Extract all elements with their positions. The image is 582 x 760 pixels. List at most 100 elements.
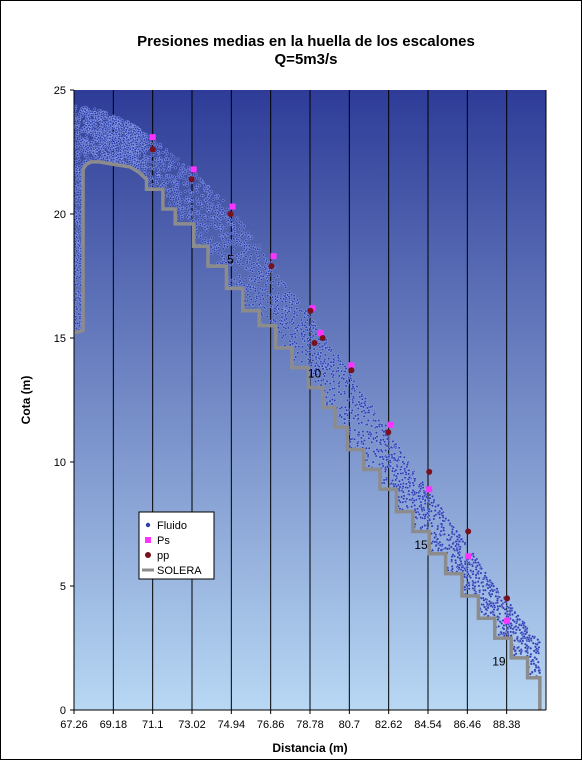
fluido-point	[165, 180, 169, 184]
fluido-point	[306, 343, 310, 347]
fluido-point	[225, 245, 229, 249]
fluido-point	[132, 129, 136, 132]
fluido-point	[215, 206, 219, 210]
fluido-point	[502, 631, 506, 635]
fluido-point	[519, 637, 523, 641]
fluido-point	[231, 227, 235, 231]
fluido-point	[83, 108, 87, 112]
fluido-point	[95, 128, 99, 132]
fluido-point	[403, 467, 407, 471]
fluido-point	[127, 131, 131, 135]
fluido-point	[155, 172, 159, 176]
fluido-point	[264, 261, 267, 265]
fluido-point	[372, 419, 376, 422]
fluido-point	[186, 169, 190, 172]
fluido-point	[152, 142, 156, 146]
fluido-point	[220, 261, 224, 265]
fluido-point	[397, 446, 401, 450]
fluido-point	[211, 198, 215, 201]
fluido-point	[449, 545, 453, 549]
fluido-point	[314, 355, 318, 359]
fluido-point	[124, 128, 128, 132]
fluido-point	[198, 235, 202, 239]
fluido-point	[463, 585, 467, 589]
fluido-point	[437, 546, 441, 550]
fluido-point	[412, 499, 416, 502]
fluido-point	[411, 501, 415, 504]
fluido-point	[206, 215, 210, 219]
fluido-point	[255, 295, 259, 298]
fluido-point	[505, 605, 509, 609]
fluido-point	[132, 143, 135, 147]
fluido-point	[146, 164, 150, 168]
fluido-point	[190, 173, 194, 177]
fluido-point	[427, 507, 431, 511]
fluido-point	[353, 389, 357, 393]
fluido-point	[284, 309, 287, 313]
fluido-point	[235, 217, 238, 221]
fluido-point	[430, 524, 434, 528]
fluido-point	[257, 264, 261, 268]
fluido-point	[209, 252, 213, 256]
fluido-point	[342, 373, 346, 377]
fluido-point	[357, 400, 361, 404]
fluido-point	[419, 500, 423, 504]
fluido-point	[261, 253, 265, 257]
fluido-point	[394, 478, 398, 482]
ps-point	[387, 421, 394, 428]
fluido-point	[401, 460, 405, 464]
fluido-point	[199, 218, 203, 222]
fluido-point	[137, 128, 141, 132]
fluido-point	[239, 221, 243, 225]
fluido-point	[345, 379, 349, 383]
legend-fluido-marker	[145, 522, 151, 528]
fluido-point	[104, 131, 108, 135]
fluido-point	[76, 174, 79, 178]
fluido-point	[98, 139, 102, 143]
fluido-point	[306, 318, 309, 322]
fluido-point	[144, 149, 148, 153]
fluido-point	[158, 177, 161, 181]
fluido-point	[433, 531, 436, 535]
fluido-point	[277, 326, 280, 330]
fluido-point	[366, 419, 370, 422]
fluido-point	[361, 430, 365, 433]
fluido-point	[440, 522, 444, 526]
legend-ps-label: Ps	[157, 535, 170, 547]
fluido-point	[318, 357, 322, 360]
fluido-point	[261, 274, 265, 278]
fluido-point	[432, 517, 436, 521]
fluido-point	[321, 362, 325, 365]
fluido-point	[391, 466, 395, 470]
fluido-point	[257, 244, 261, 248]
fluido-point	[471, 552, 475, 556]
fluido-point	[94, 134, 98, 138]
fluido-point	[164, 154, 168, 158]
fluido-point	[213, 215, 216, 219]
fluido-point	[399, 451, 403, 455]
fluido-point	[469, 576, 472, 579]
fluido-point	[187, 166, 191, 170]
fluido-point	[273, 307, 277, 310]
fluido-point	[463, 541, 467, 545]
fluido-point	[133, 125, 136, 128]
fluido-point	[454, 561, 458, 565]
fluido-point	[259, 298, 262, 301]
pp-point	[319, 335, 326, 341]
fluido-point	[269, 319, 273, 323]
fluido-point	[157, 171, 161, 175]
fluido-point	[203, 227, 207, 231]
fluido-point	[205, 229, 209, 233]
fluido-point	[516, 617, 519, 621]
fluido-point	[76, 156, 80, 160]
fluido-point	[179, 175, 182, 179]
fluido-point	[109, 134, 112, 137]
fluido-point	[499, 631, 503, 635]
fluido-point	[129, 134, 133, 138]
fluido-point	[75, 249, 79, 253]
fluido-point	[401, 482, 405, 485]
fluido-point	[414, 510, 418, 514]
fluido-point	[450, 565, 454, 568]
fluido-point	[428, 518, 432, 522]
fluido-point	[250, 266, 254, 270]
